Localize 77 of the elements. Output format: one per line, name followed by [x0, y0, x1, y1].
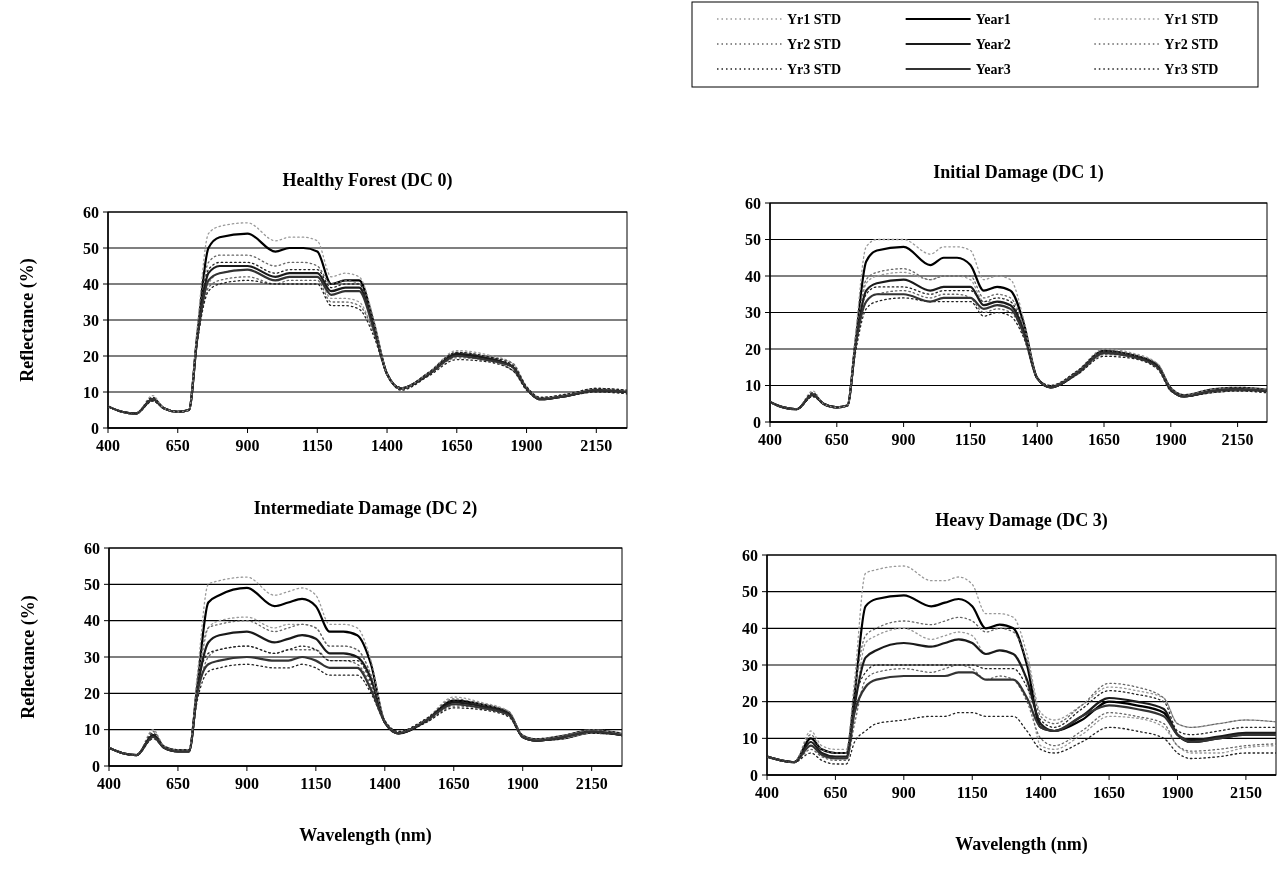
x-tick-label: 400: [758, 431, 782, 448]
y-tick-label: 0: [753, 413, 761, 431]
x-tick-label: 1400: [368, 775, 401, 792]
y-tick-label: 20: [83, 347, 99, 365]
y-tick-label: 30: [745, 304, 761, 322]
x-axis-title: Wavelength (nm): [955, 834, 1088, 855]
y-axis-title: Reflectance (%): [17, 258, 38, 382]
x-tick-label: 1650: [1093, 784, 1126, 801]
y-tick-label: 60: [745, 194, 761, 212]
x-tick-label: 1150: [954, 431, 986, 448]
legend-label: Year1: [975, 12, 1011, 27]
x-tick-label: 2150: [575, 775, 608, 792]
x-tick-label: 1400: [1021, 431, 1054, 448]
x-tick-label: 1150: [300, 775, 332, 792]
legend-label: Yr3 STD: [1164, 62, 1219, 77]
y-tick-label: 0: [92, 757, 100, 775]
x-tick-label: 2150: [1221, 431, 1254, 448]
x-tick-label: 650: [823, 784, 848, 801]
legend-label: Yr2 STD: [787, 37, 842, 52]
x-tick-label: 1650: [1088, 431, 1121, 448]
legend-label: Yr2 STD: [1164, 37, 1219, 52]
y-tick-label: 0: [91, 419, 99, 437]
x-tick-label: 650: [824, 431, 849, 448]
y-tick-label: 0: [750, 766, 758, 784]
y-tick-label: 30: [83, 311, 99, 329]
legend-label: Yr1 STD: [787, 12, 842, 27]
y-tick-label: 40: [742, 619, 758, 637]
y-tick-label: 20: [745, 340, 761, 358]
y-axis-title: Reflectance (%): [18, 595, 39, 719]
y-tick-label: 10: [83, 383, 99, 401]
y-tick-label: 50: [84, 575, 100, 593]
x-tick-label: 1400: [1024, 784, 1057, 801]
x-tick-label: 900: [235, 437, 260, 454]
x-tick-label: 1650: [437, 775, 470, 792]
x-tick-label: 650: [165, 437, 190, 454]
y-tick-label: 50: [745, 231, 761, 249]
y-tick-label: 40: [745, 267, 761, 285]
y-tick-label: 60: [83, 203, 99, 221]
y-tick-label: 60: [84, 539, 100, 557]
x-tick-label: 1400: [371, 437, 404, 454]
legend-label: Year2: [975, 37, 1011, 52]
y-tick-label: 10: [745, 377, 761, 395]
x-tick-label: 400: [97, 775, 121, 792]
y-tick-label: 20: [84, 684, 100, 702]
x-axis-title: Wavelength (nm): [299, 825, 432, 846]
y-tick-label: 40: [83, 275, 99, 293]
chart-title: Intermediate Damage (DC 2): [253, 498, 478, 519]
x-tick-label: 900: [891, 784, 916, 801]
chart-title: Heavy Damage (DC 3): [935, 510, 1108, 531]
x-tick-label: 650: [165, 775, 190, 792]
x-tick-label: 2150: [580, 437, 613, 454]
x-tick-label: 400: [755, 784, 779, 801]
legend-label: Yr1 STD: [1164, 12, 1219, 27]
chart-title: Healthy Forest (DC 0): [282, 170, 453, 191]
y-tick-label: 10: [742, 729, 758, 747]
x-tick-label: 900: [234, 775, 259, 792]
x-tick-label: 1900: [1161, 784, 1194, 801]
legend-label: Yr3 STD: [787, 62, 842, 77]
chart-title: Initial Damage (DC 1): [933, 162, 1104, 183]
x-tick-label: 900: [891, 431, 916, 448]
x-tick-label: 1150: [301, 437, 333, 454]
y-tick-label: 50: [83, 239, 99, 257]
y-tick-label: 20: [742, 693, 758, 711]
y-tick-label: 40: [84, 612, 100, 630]
x-tick-label: 1900: [506, 775, 539, 792]
y-tick-label: 10: [84, 721, 100, 739]
x-tick-label: 1150: [956, 784, 988, 801]
x-tick-label: 1900: [1154, 431, 1187, 448]
y-tick-label: 30: [742, 656, 758, 674]
y-tick-label: 30: [84, 648, 100, 666]
x-tick-label: 1650: [440, 437, 473, 454]
x-tick-label: 1900: [510, 437, 543, 454]
y-tick-label: 50: [742, 583, 758, 601]
y-tick-label: 60: [742, 546, 758, 564]
x-tick-label: 400: [96, 437, 120, 454]
legend-label: Year3: [975, 62, 1011, 77]
x-tick-label: 2150: [1229, 784, 1262, 801]
